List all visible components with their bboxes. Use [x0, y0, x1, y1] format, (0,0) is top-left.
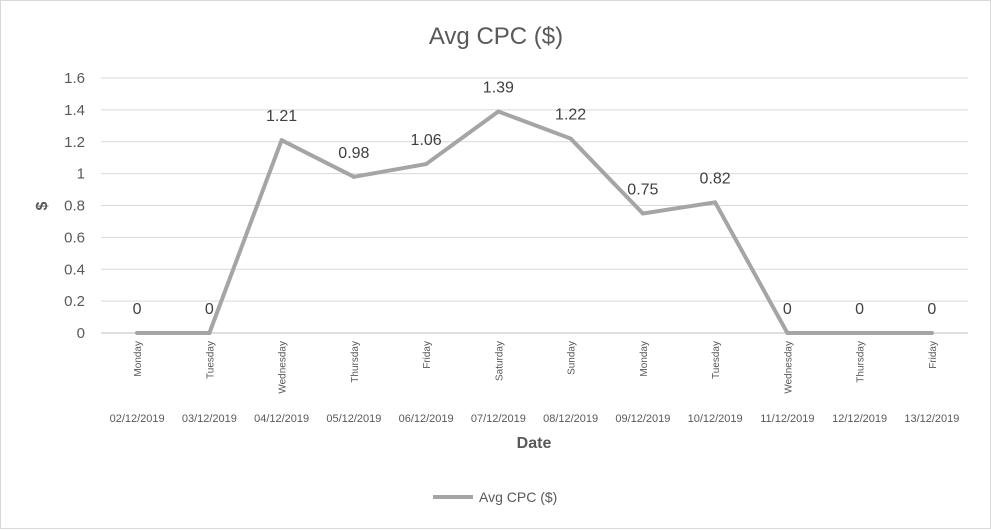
legend-label: Avg CPC ($) — [479, 489, 557, 505]
data-point — [351, 174, 356, 179]
data-labels: 0 0 1.21 0.98 1.06 1.39 1.22 0.75 0.82 0 0 0 — [133, 79, 937, 318]
x-day-label: Sunday — [567, 341, 578, 375]
series-line — [135, 109, 934, 335]
chart-title: Avg CPC ($) — [429, 23, 563, 50]
data-point — [857, 331, 862, 335]
x-day-label: Monday — [639, 341, 650, 377]
x-date-label: 05/12/2019 — [326, 413, 381, 425]
data-label: 1.39 — [483, 79, 514, 96]
x-day-label: Tuesday — [205, 341, 216, 379]
x-day-label: Friday — [422, 341, 433, 369]
data-label: 1.06 — [411, 132, 442, 149]
x-date-label: 08/12/2019 — [543, 413, 598, 425]
data-point — [785, 331, 790, 335]
data-point — [135, 331, 140, 335]
data-label: 1.21 — [266, 108, 297, 125]
x-date-label: 11/12/2019 — [760, 413, 814, 425]
x-date-label: 07/12/2019 — [471, 413, 526, 425]
y-axis-ticks: 0 0.2 0.4 0.6 0.8 1 1.2 1.4 1.6 — [64, 70, 85, 342]
x-date-label: 12/12/2019 — [832, 413, 887, 425]
data-point — [207, 331, 212, 335]
data-label: 1.22 — [555, 107, 586, 124]
data-label: 0 — [783, 301, 792, 318]
data-label: 0 — [133, 301, 142, 318]
data-point — [424, 162, 429, 167]
data-label: 0.98 — [338, 145, 369, 162]
y-axis-title: $ — [34, 201, 51, 210]
x-date-label: 09/12/2019 — [615, 413, 670, 425]
data-point — [713, 200, 718, 205]
x-day-label: Wednesday — [783, 341, 794, 394]
x-date-label: 03/12/2019 — [182, 413, 237, 425]
gridlines — [101, 77, 968, 334]
y-tick-label: 0 — [77, 325, 85, 342]
x-date-label: 06/12/2019 — [399, 413, 454, 425]
y-tick-label: 1.4 — [64, 102, 85, 119]
x-axis-labels: Monday 02/12/2019 Tuesday 03/12/2019 Wednesd… — [110, 341, 960, 425]
x-day-label: Monday — [133, 341, 144, 377]
y-tick-label: 1 — [77, 166, 85, 183]
data-point — [279, 138, 284, 143]
data-label: 0 — [927, 301, 936, 318]
x-date-label: 13/12/2019 — [904, 413, 959, 425]
y-tick-label: 1.2 — [64, 134, 85, 151]
x-day-label: Thursday — [350, 341, 361, 383]
data-label: 0 — [205, 301, 214, 318]
y-tick-label: 0.2 — [64, 293, 85, 310]
x-date-label: 10/12/2019 — [688, 413, 743, 425]
series-group — [135, 109, 934, 335]
x-day-label: Wednesday — [278, 341, 289, 394]
y-tick-label: 0.8 — [64, 198, 85, 215]
data-point — [496, 109, 501, 114]
y-tick-label: 1.6 — [64, 70, 85, 87]
data-point — [568, 136, 573, 141]
data-label: 0.75 — [627, 181, 658, 198]
data-label: 0 — [855, 301, 864, 318]
x-day-label: Thursday — [856, 341, 867, 383]
y-tick-label: 0.6 — [64, 229, 85, 246]
x-day-label: Friday — [928, 341, 939, 369]
y-tick-label: 0.4 — [64, 261, 85, 278]
data-point — [640, 211, 645, 216]
x-axis-title: Date — [517, 435, 552, 452]
x-date-label: 04/12/2019 — [254, 413, 309, 425]
x-date-label: 02/12/2019 — [110, 413, 165, 425]
legend: Avg CPC ($) — [433, 489, 557, 505]
x-day-label: Tuesday — [711, 341, 722, 379]
x-day-label: Saturday — [494, 341, 505, 381]
data-label: 0.82 — [700, 170, 731, 187]
data-point — [929, 331, 934, 335]
